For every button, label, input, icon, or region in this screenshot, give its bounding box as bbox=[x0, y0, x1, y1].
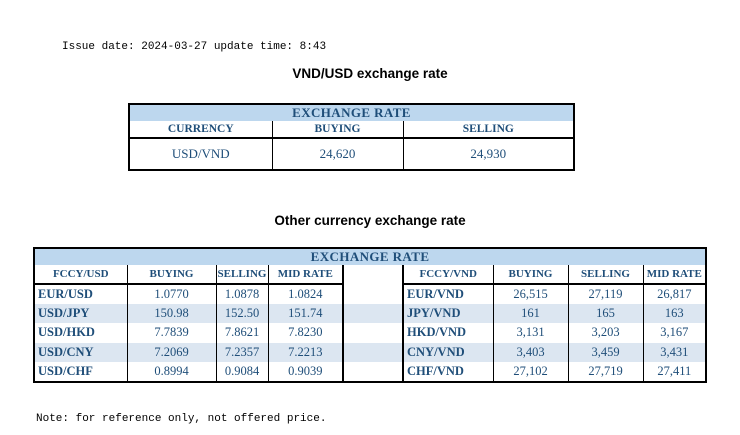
pair-label: JPY/VND bbox=[402, 303, 494, 323]
table2-header-vnd-midrate: MID RATE bbox=[642, 265, 707, 285]
rate-cell: 27,102 bbox=[492, 362, 569, 382]
other-currency-exchange-table: EXCHANGE RATE FCCY/USD BUYING SELLING MI… bbox=[33, 247, 708, 383]
gap-cell bbox=[342, 265, 404, 284]
rate-cell: 3,431 bbox=[642, 342, 707, 362]
gap-cell bbox=[342, 362, 404, 382]
rate-cell: 0.8994 bbox=[126, 362, 217, 382]
rate-cell: 150.98 bbox=[126, 303, 217, 323]
gap-cell bbox=[342, 284, 404, 304]
issue-date-line: Issue date: 2024-03-27 update time: 8:43 bbox=[62, 41, 327, 53]
rate-cell: 1.0824 bbox=[267, 284, 344, 304]
rate-cell: 27,719 bbox=[567, 362, 644, 382]
rate-cell: 0.9039 bbox=[267, 362, 344, 382]
rate-cell: 3,167 bbox=[642, 323, 707, 343]
table1-cell-buying: 24,620 bbox=[271, 138, 404, 170]
rate-cell: 7.8230 bbox=[267, 323, 344, 343]
rate-cell: 0.9084 bbox=[215, 362, 269, 382]
table2-band-title: EXCHANGE RATE bbox=[33, 248, 707, 265]
rate-cell: 1.0878 bbox=[215, 284, 269, 304]
table2-header-fccy-usd: FCCY/USD bbox=[33, 265, 128, 285]
table-row: CURRENCY BUYING SELLING bbox=[128, 121, 575, 139]
rate-cell: 27,119 bbox=[567, 284, 644, 304]
rate-cell: 3,203 bbox=[567, 323, 644, 343]
table1-band-title: EXCHANGE RATE bbox=[128, 104, 575, 121]
table2-header-vnd-buying: BUYING bbox=[492, 265, 569, 285]
pair-label: USD/CHF bbox=[33, 362, 128, 382]
table1-header-selling: SELLING bbox=[402, 121, 575, 139]
table-row: USD/VND 24,620 24,930 bbox=[128, 138, 575, 170]
table-row: USD/JPY 150.98 152.50 151.74 JPY/VND 161… bbox=[33, 303, 707, 323]
table1-cell-selling: 24,930 bbox=[402, 138, 575, 170]
pair-label: CNY/VND bbox=[402, 342, 494, 362]
table-row: FCCY/USD BUYING SELLING MID RATE FCCY/VN… bbox=[33, 265, 707, 285]
pair-label: EUR/USD bbox=[33, 284, 128, 304]
rate-cell: 3,131 bbox=[492, 323, 569, 343]
pair-label: HKD/VND bbox=[402, 323, 494, 343]
table2-header-usd-midrate: MID RATE bbox=[267, 265, 344, 285]
rate-cell: 3,459 bbox=[567, 342, 644, 362]
rate-cell: 1.0770 bbox=[126, 284, 217, 304]
table2-header-usd-buying: BUYING bbox=[126, 265, 217, 285]
other-currency-table-title: Other currency exchange rate bbox=[274, 213, 466, 228]
table-row: EXCHANGE RATE bbox=[128, 104, 575, 121]
rate-cell: 26,817 bbox=[642, 284, 707, 304]
rate-cell: 7.8621 bbox=[215, 323, 269, 343]
rate-cell: 161 bbox=[492, 303, 569, 323]
gap-cell bbox=[342, 342, 404, 362]
gap-cell bbox=[342, 323, 404, 343]
rate-cell: 7.2213 bbox=[267, 342, 344, 362]
table2-header-usd-selling: SELLING bbox=[215, 265, 269, 285]
rate-cell: 26,515 bbox=[492, 284, 569, 304]
pair-label: USD/HKD bbox=[33, 323, 128, 343]
rate-cell: 3,403 bbox=[492, 342, 569, 362]
note-line: Note: for reference only, not offered pr… bbox=[36, 413, 327, 425]
table1-header-currency: CURRENCY bbox=[128, 121, 273, 139]
pair-label: USD/CNY bbox=[33, 342, 128, 362]
rate-cell: 165 bbox=[567, 303, 644, 323]
table-row: USD/CNY 7.2069 7.2357 7.2213 CNY/VND 3,4… bbox=[33, 342, 707, 362]
table-row: USD/CHF 0.8994 0.9084 0.9039 CHF/VND 27,… bbox=[33, 362, 707, 382]
rate-cell: 27,411 bbox=[642, 362, 707, 382]
rate-cell: 7.2069 bbox=[126, 342, 217, 362]
table2-header-fccy-vnd: FCCY/VND bbox=[402, 265, 494, 285]
table-row: EXCHANGE RATE bbox=[33, 248, 707, 265]
table2-header-vnd-selling: SELLING bbox=[567, 265, 644, 285]
table-row: USD/HKD 7.7839 7.8621 7.8230 HKD/VND 3,1… bbox=[33, 323, 707, 343]
vnd-usd-table-title: VND/USD exchange rate bbox=[292, 66, 448, 81]
pair-label: EUR/VND bbox=[402, 284, 494, 304]
pair-label: CHF/VND bbox=[402, 362, 494, 382]
vnd-usd-exchange-table: EXCHANGE RATE CURRENCY BUYING SELLING US… bbox=[128, 103, 576, 171]
gap-cell bbox=[342, 303, 404, 323]
rate-cell: 152.50 bbox=[215, 303, 269, 323]
rate-cell: 7.2357 bbox=[215, 342, 269, 362]
rate-cell: 151.74 bbox=[267, 303, 344, 323]
rate-cell: 163 bbox=[642, 303, 707, 323]
pair-label: USD/JPY bbox=[33, 303, 128, 323]
rate-cell: 7.7839 bbox=[126, 323, 217, 343]
table1-cell-currency: USD/VND bbox=[128, 138, 273, 170]
table-row: EUR/USD 1.0770 1.0878 1.0824 EUR/VND 26,… bbox=[33, 284, 707, 304]
table1-header-buying: BUYING bbox=[271, 121, 404, 139]
